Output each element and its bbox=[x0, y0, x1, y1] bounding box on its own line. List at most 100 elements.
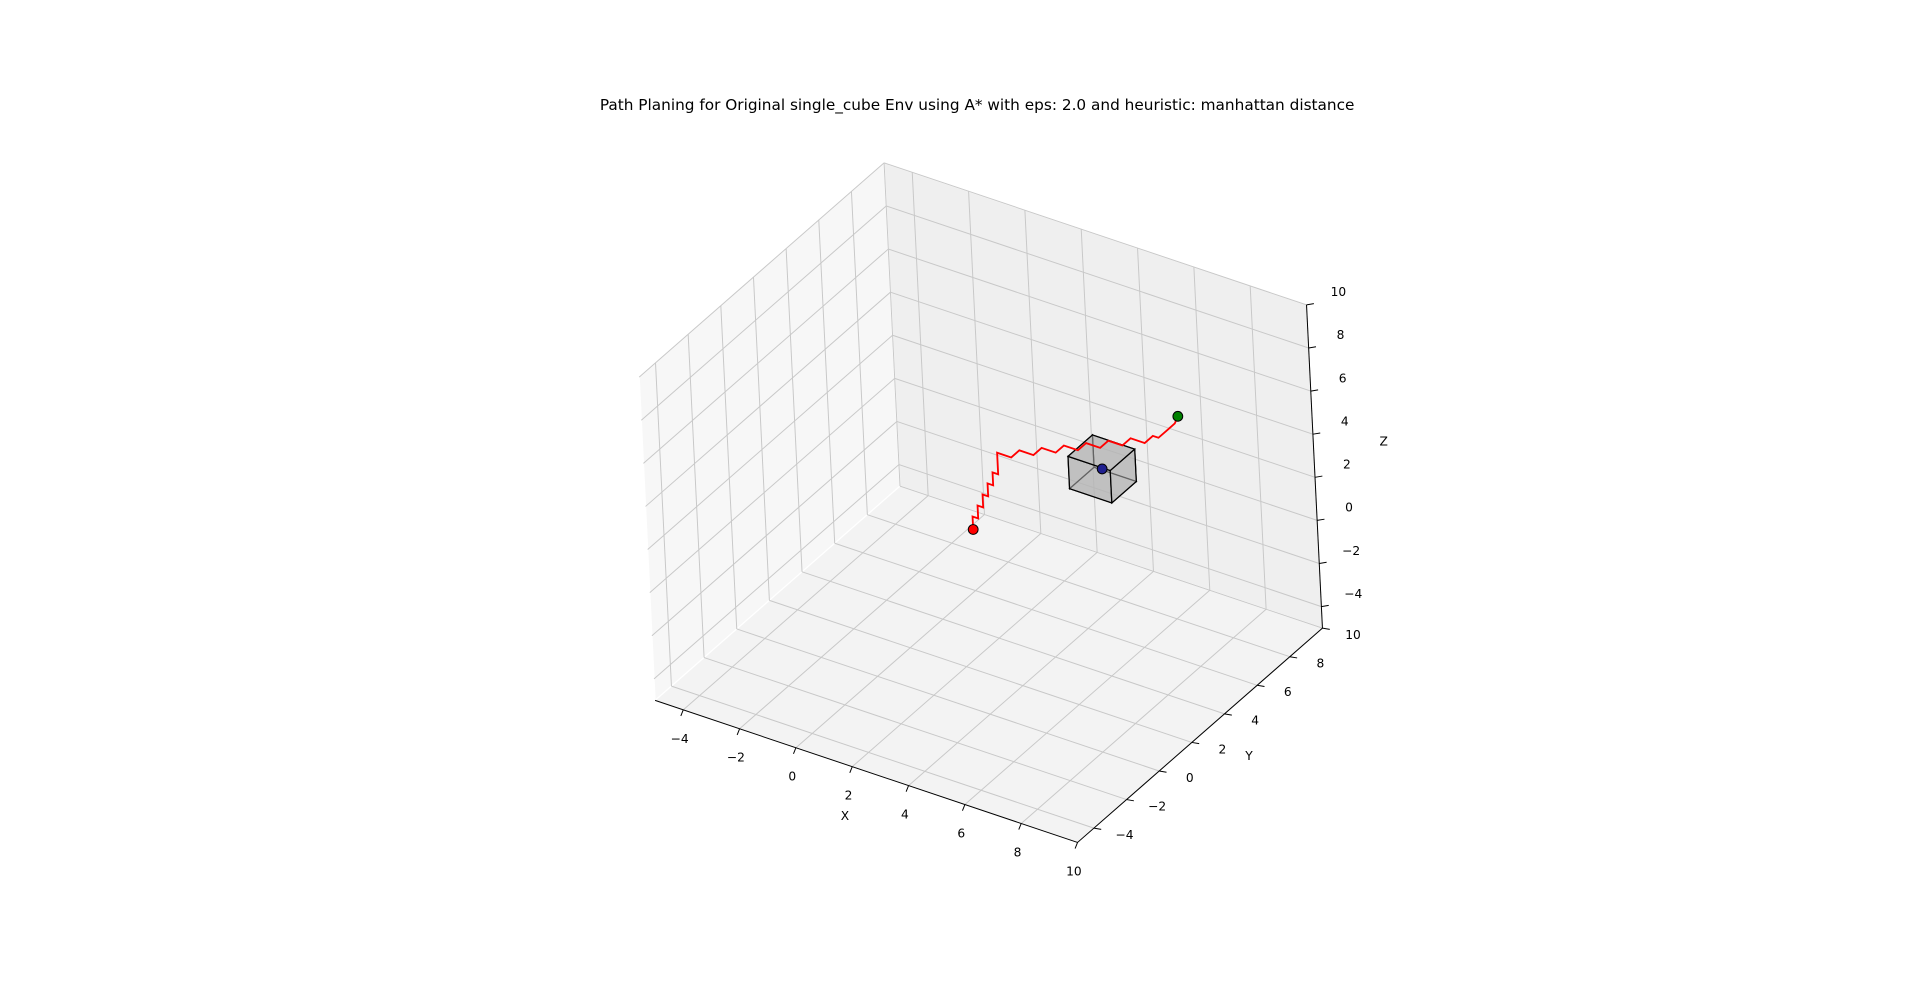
grid-line bbox=[640, 205, 887, 421]
y-tick-label: 6 bbox=[1284, 685, 1292, 699]
x-tick-label: 2 bbox=[845, 789, 853, 803]
grid-line bbox=[1137, 248, 1154, 572]
z-tick-label: −2 bbox=[1342, 544, 1360, 558]
point-marker bbox=[967, 524, 979, 535]
z-tick bbox=[1317, 518, 1325, 521]
grid-line bbox=[647, 334, 893, 550]
grid-line bbox=[899, 485, 1323, 629]
z-tick bbox=[1321, 604, 1329, 608]
grid-line bbox=[851, 552, 1098, 768]
grid-line bbox=[785, 248, 803, 572]
x-tick-label: −2 bbox=[727, 751, 745, 765]
x-tick-label: 8 bbox=[1014, 845, 1022, 859]
axis-line bbox=[1306, 304, 1323, 629]
y-tick-label: 2 bbox=[1219, 742, 1227, 756]
grid-line bbox=[645, 291, 891, 507]
y-tick-label: 10 bbox=[1345, 628, 1361, 642]
x-tick bbox=[680, 709, 684, 717]
grid-line bbox=[736, 628, 1160, 772]
y-tick bbox=[1322, 627, 1330, 630]
x-tick bbox=[736, 728, 741, 736]
grid-line bbox=[886, 205, 1309, 349]
z-tick-label: 6 bbox=[1339, 371, 1347, 385]
point-marker bbox=[1172, 410, 1184, 422]
grid-line bbox=[795, 533, 1042, 749]
x-tick bbox=[961, 804, 966, 811]
grid-line bbox=[649, 377, 896, 594]
grid-line bbox=[638, 162, 885, 378]
grid-line bbox=[1080, 229, 1098, 553]
grid-line bbox=[655, 362, 672, 687]
z-tick-label: 2 bbox=[1343, 458, 1351, 472]
z-tick bbox=[1310, 389, 1319, 392]
x-tick bbox=[1018, 823, 1022, 830]
point-marker bbox=[1096, 463, 1108, 475]
grid-line bbox=[890, 291, 1314, 435]
y-tick bbox=[1126, 799, 1134, 802]
z-tick-label: 4 bbox=[1341, 414, 1349, 428]
grid-line bbox=[687, 334, 705, 658]
x-tick bbox=[849, 766, 853, 773]
grid-line bbox=[964, 589, 1211, 805]
y-tick-label: 4 bbox=[1251, 714, 1259, 728]
y-tick-label: −4 bbox=[1115, 828, 1133, 842]
grid-line bbox=[888, 248, 1311, 392]
grid-line bbox=[1020, 608, 1267, 824]
chart-title: Path Planing for Original single_cube En… bbox=[600, 96, 1355, 115]
x-axis-label: X bbox=[841, 809, 849, 823]
y-tick bbox=[1224, 713, 1232, 716]
y-tick bbox=[1257, 684, 1265, 687]
grid-line bbox=[1193, 266, 1211, 591]
grid-line bbox=[651, 421, 898, 637]
grid-line bbox=[834, 542, 1258, 686]
x-tick bbox=[1074, 842, 1079, 849]
x-tick bbox=[793, 747, 797, 755]
y-axis-label: Y bbox=[1244, 749, 1253, 763]
y-tick-label: 0 bbox=[1186, 771, 1194, 785]
x-tick bbox=[905, 785, 910, 792]
y-tick bbox=[1289, 656, 1298, 659]
z-tick bbox=[1306, 303, 1314, 306]
grid-line bbox=[643, 248, 889, 464]
grid-line bbox=[867, 514, 1290, 658]
grid-line bbox=[892, 334, 1316, 478]
y-tick-label: 8 bbox=[1317, 657, 1325, 671]
z-tick-label: −4 bbox=[1344, 587, 1362, 601]
x-tick-label: −4 bbox=[671, 732, 689, 746]
grid-line bbox=[818, 219, 836, 544]
path-line bbox=[971, 415, 1179, 530]
grid-line bbox=[671, 685, 1095, 829]
grid-line bbox=[883, 162, 901, 487]
grid-line bbox=[739, 514, 985, 730]
y-tick-label: −2 bbox=[1148, 799, 1166, 813]
grid-line bbox=[898, 464, 1322, 608]
grid-line bbox=[1249, 285, 1267, 610]
x-tick-label: 4 bbox=[901, 808, 909, 822]
axis-line bbox=[654, 699, 1078, 843]
z-tick bbox=[1308, 346, 1317, 349]
x-tick-label: 10 bbox=[1066, 864, 1082, 878]
grid-line bbox=[911, 172, 929, 496]
grid-line bbox=[801, 571, 1225, 715]
x-tick-label: 6 bbox=[957, 826, 965, 840]
z-tick-label: 8 bbox=[1337, 328, 1345, 342]
z-tick bbox=[1314, 475, 1323, 478]
axis-line bbox=[1077, 627, 1323, 843]
grid-line bbox=[883, 162, 1307, 306]
z-tick bbox=[1319, 561, 1327, 564]
grid-line bbox=[850, 191, 868, 515]
x-tick-label: 0 bbox=[788, 770, 796, 784]
y-tick bbox=[1093, 827, 1102, 830]
grid-line bbox=[682, 495, 929, 711]
z-tick bbox=[1312, 432, 1321, 435]
grid-line bbox=[1024, 210, 1042, 534]
y-tick bbox=[1191, 741, 1200, 745]
z-tick-label: 10 bbox=[1331, 285, 1347, 299]
z-axis-label: Z bbox=[1379, 435, 1387, 449]
grid-line bbox=[769, 599, 1192, 743]
grid-line bbox=[703, 657, 1127, 801]
z-tick-label: 0 bbox=[1345, 501, 1353, 515]
grid-line bbox=[752, 277, 770, 601]
